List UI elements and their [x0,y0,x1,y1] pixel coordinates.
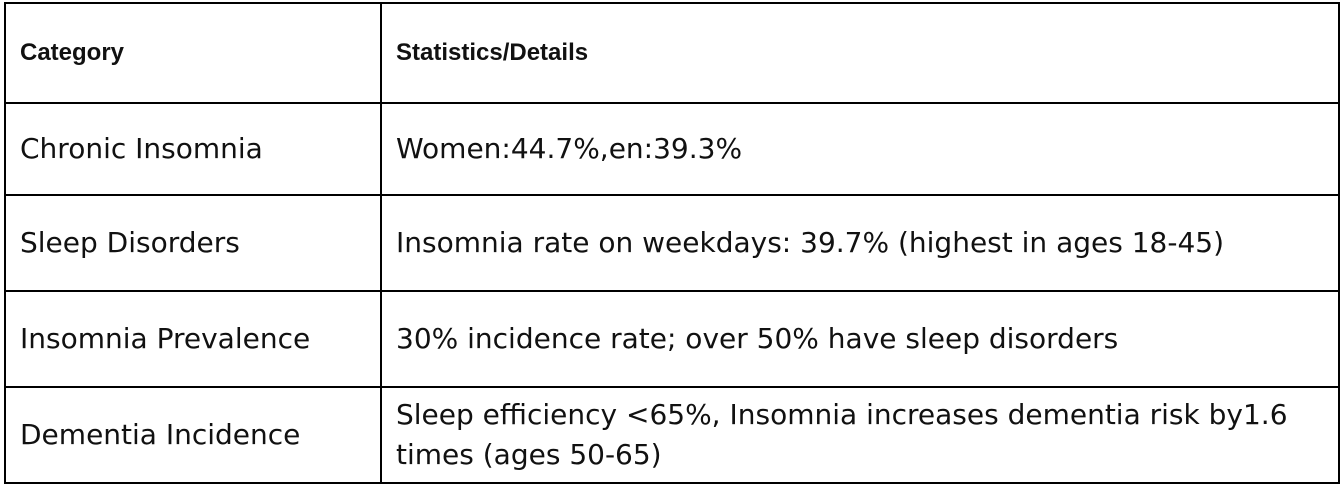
details-cell: 30% incidence rate; over 50% have sleep … [380,290,1340,388]
table-row: Chronic Insomnia Women:44.7%,en:39.3% [4,102,1340,196]
header-statistics-details: Statistics/Details [380,2,1340,104]
table-row: Insomnia Prevalence 30% incidence rate; … [4,290,1340,388]
category-cell: Insomnia Prevalence [4,290,382,388]
details-cell: Insomnia rate on weekdays: 39.7% (highes… [380,194,1340,292]
table-row: Dementia Incidence Sleep efficiency <65%… [4,386,1340,484]
details-cell: Sleep efficiency <65%, Insomnia increase… [380,386,1340,484]
category-cell: Dementia Incidence [4,386,382,484]
category-cell: Sleep Disorders [4,194,382,292]
details-cell: Women:44.7%,en:39.3% [380,102,1340,196]
table-row: Sleep Disorders Insomnia rate on weekday… [4,194,1340,292]
category-cell: Chronic Insomnia [4,102,382,196]
header-category: Category [4,2,382,104]
table-header-row: Category Statistics/Details [4,2,1340,104]
statistics-table: Category Statistics/Details Chronic Inso… [4,2,1340,484]
